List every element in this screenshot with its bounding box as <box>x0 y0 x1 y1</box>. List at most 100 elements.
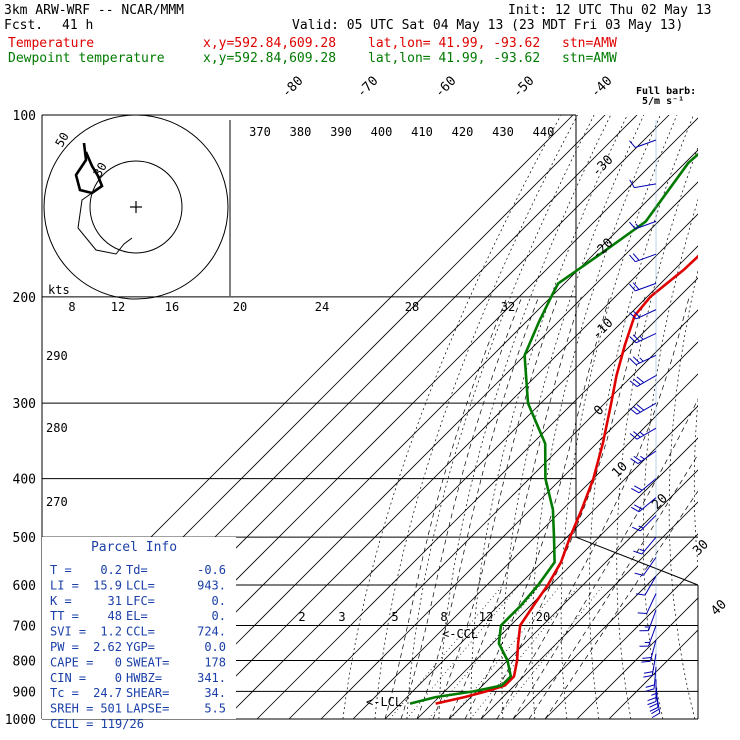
barb-flag <box>634 572 644 576</box>
hodograph: 50 30 kts 8 12 16 20 24 28 32 <box>43 114 515 314</box>
parcel-key: CELL = 119/26 <box>50 717 144 731</box>
forecast-hour: 41 h <box>62 18 94 33</box>
mixing-ratio-label: 8 <box>440 610 447 624</box>
mixing-ratio-line <box>389 584 504 719</box>
wind-barb <box>630 450 657 465</box>
parcel-value: 724. <box>197 625 226 639</box>
wind-barb <box>633 536 657 555</box>
temperature-latlon: lat,lon= 41.99, -93.62 <box>368 36 541 51</box>
barb-flag <box>630 458 639 465</box>
isotherm-label: -80 <box>279 74 306 101</box>
barb-shaft <box>636 402 657 415</box>
dry-adiabat <box>589 115 694 719</box>
barb-flag <box>633 378 641 385</box>
wind-barb <box>629 179 657 189</box>
theta-label: 370 <box>249 125 271 139</box>
theta-label: 430 <box>492 125 514 139</box>
barb-flag <box>631 506 640 513</box>
isotherm-line <box>320 341 698 719</box>
wind-barb <box>629 253 657 263</box>
dewpoint-xy: x,y=592.84,609.28 <box>203 51 337 66</box>
speed-tick-label: 24 <box>315 300 329 314</box>
parcel-value: 0.0 <box>204 640 226 654</box>
parcel-key: CCL= <box>126 625 155 639</box>
barb-flag <box>639 335 644 340</box>
barb-flag <box>649 706 659 712</box>
isotherm-line <box>416 437 698 719</box>
parcel-key: TT = <box>50 609 79 623</box>
dry-adiabat <box>668 268 698 719</box>
wind-barb <box>629 220 657 230</box>
wind-barb <box>637 593 657 615</box>
barb-flag <box>649 702 658 708</box>
wind-barb <box>632 514 657 532</box>
theta-label: 440 <box>533 125 555 139</box>
isotherm-label: 40 <box>708 597 730 619</box>
pressure-tick-label: 400 <box>13 473 36 488</box>
barb-shaft <box>638 478 657 494</box>
moist-adiabat <box>528 453 698 719</box>
barb-flag <box>632 310 640 318</box>
mixing-ratio-label: 2 <box>298 610 305 624</box>
wind-barb <box>634 557 657 576</box>
barb-flag <box>643 674 653 678</box>
barb-flag <box>632 282 640 290</box>
barb-flag <box>634 504 643 510</box>
valid-time: Valid: 05 UTC Sat 04 May 13 (23 MDT Fri … <box>292 18 684 33</box>
barb-flag <box>640 455 645 460</box>
dewpoint-trace <box>409 152 698 705</box>
parcel-value: 34. <box>204 686 226 700</box>
hodograph-ring-inner <box>89 160 183 254</box>
mixing-ratio-line <box>495 584 604 719</box>
wind-barb <box>629 402 657 415</box>
barb-flag <box>637 612 647 615</box>
pressure-tick-label: 500 <box>13 531 36 546</box>
parcel-value: 2.62 <box>93 640 122 654</box>
ccl-marker: <-CCL <box>442 627 478 641</box>
pressure-tick-label: 800 <box>13 654 36 669</box>
barb-flag <box>639 431 645 436</box>
dry-adiabat <box>560 115 678 719</box>
parcel-value: 5.5 <box>204 702 226 716</box>
wind-barb <box>651 691 661 719</box>
moist-adiabat <box>432 296 559 719</box>
wind-barb <box>629 282 657 292</box>
parcel-value: 1.2 <box>100 625 122 639</box>
thetaw-label: 270 <box>46 495 68 509</box>
parcel-value: 31 <box>108 594 122 608</box>
barb-flag <box>651 708 660 715</box>
barb-shaft <box>635 354 657 366</box>
mixing-ratio-line <box>428 584 541 719</box>
theta-label: 400 <box>371 125 393 139</box>
pressure-tick-label: 1000 <box>5 713 36 728</box>
wind-barb <box>639 625 657 647</box>
parcel-key: LAPSE= <box>126 702 169 716</box>
dry-adiabat <box>719 115 740 719</box>
parcel-key: Tc = <box>50 686 79 700</box>
barb-key-units: 5/m s⁻¹ <box>642 96 685 107</box>
parcel-key: SREH = <box>50 702 93 716</box>
dewpoint-station: stn=AMW <box>562 51 617 66</box>
model-title: 3km ARW-WRF -- NCAR/MMM <box>4 3 185 18</box>
barb-flag <box>643 671 653 674</box>
barb-flag <box>629 408 638 415</box>
speed-tick-label: 20 <box>233 300 247 314</box>
wind-barbs <box>629 120 661 719</box>
dry-adiabat <box>374 115 578 719</box>
parcel-value: 0 <box>115 671 122 685</box>
barb-flag <box>632 526 641 532</box>
barb-flag <box>633 406 641 413</box>
init-time: Init: 12 UTC Thu 02 May 13 <box>508 3 712 18</box>
barb-flag <box>635 223 640 228</box>
moist-adiabat <box>544 490 698 719</box>
theta-label: 410 <box>411 125 433 139</box>
barb-flag <box>636 593 646 596</box>
parcel-key: T = <box>50 563 72 577</box>
barb-shaft <box>636 375 657 387</box>
isotherm-line <box>512 533 698 719</box>
barb-flag <box>641 660 651 663</box>
barb-flag <box>631 487 640 494</box>
barb-flag <box>651 693 657 696</box>
barb-flag <box>629 433 638 440</box>
